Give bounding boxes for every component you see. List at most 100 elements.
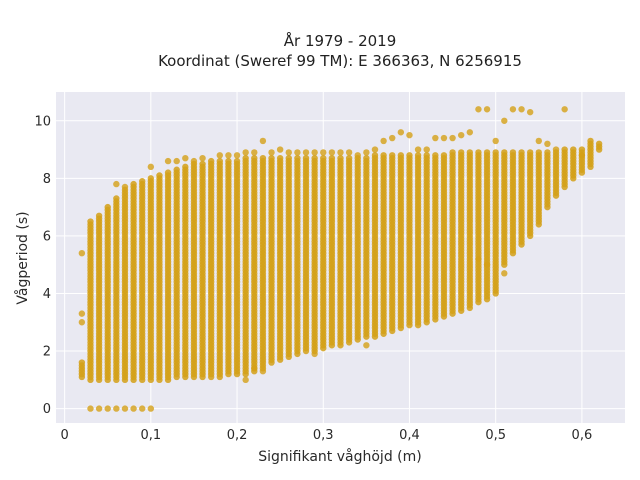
- y-tick-label: 2: [43, 345, 51, 360]
- data-point: [328, 155, 336, 162]
- data-point: [95, 405, 103, 412]
- y-tick-label: 6: [43, 229, 51, 244]
- data-point: [78, 310, 86, 317]
- data-point: [216, 157, 224, 165]
- data-points: [78, 106, 603, 412]
- data-point: [457, 149, 465, 156]
- data-point: [423, 152, 430, 159]
- data-point: [414, 152, 422, 159]
- data-point: [570, 146, 577, 153]
- data-point: [397, 129, 405, 136]
- data-point: [233, 157, 241, 165]
- x-tick-labels: 0 0,1 0,2 0,3 0,4 0,5 0,6: [60, 428, 592, 443]
- data-point: [285, 155, 292, 162]
- data-point: [182, 155, 189, 162]
- data-point: [104, 405, 111, 412]
- data-point: [483, 261, 491, 268]
- data-point: [526, 149, 534, 156]
- data-point: [397, 152, 405, 159]
- data-point: [190, 157, 198, 165]
- data-point: [311, 155, 318, 162]
- data-point: [147, 163, 155, 171]
- data-point: [311, 350, 318, 358]
- data-point: [139, 405, 146, 412]
- data-point: [380, 137, 387, 145]
- data-point: [466, 129, 474, 136]
- data-point: [526, 108, 534, 116]
- data-point: [501, 270, 508, 277]
- data-point: [337, 155, 344, 162]
- data-point: [276, 155, 284, 162]
- data-point: [509, 106, 517, 113]
- data-point: [475, 255, 482, 263]
- data-point: [87, 405, 94, 412]
- data-point: [389, 152, 396, 159]
- y-axis-label: Vågperiod (s): [14, 211, 31, 304]
- data-point: [164, 169, 172, 176]
- data-point: [328, 149, 336, 156]
- data-point: [164, 157, 172, 165]
- data-point: [233, 152, 241, 159]
- data-point: [276, 146, 284, 153]
- data-point: [587, 137, 594, 145]
- data-point: [501, 117, 508, 124]
- x-tick-label: 0,4: [399, 428, 420, 443]
- data-point: [518, 149, 525, 156]
- data-point: [483, 106, 491, 113]
- data-point: [251, 149, 258, 156]
- data-point: [139, 178, 146, 185]
- data-point: [113, 180, 120, 188]
- data-point: [432, 134, 439, 142]
- data-point: [371, 146, 379, 153]
- chart-title-line2: Koordinat (Sweref 99 TM): E 366363, N 62…: [158, 52, 522, 70]
- data-point: [518, 106, 525, 113]
- data-point: [242, 149, 249, 156]
- data-point: [466, 149, 474, 156]
- data-point: [113, 195, 120, 202]
- data-point: [156, 172, 163, 179]
- data-point: [544, 140, 551, 148]
- data-point: [87, 218, 94, 225]
- data-point: [475, 149, 482, 156]
- data-point: [509, 149, 517, 156]
- data-point: [242, 376, 249, 384]
- x-axis-label: Signifikant våghöjd (m): [258, 448, 421, 465]
- data-point: [492, 149, 499, 156]
- data-point: [432, 152, 439, 159]
- data-point: [104, 203, 111, 211]
- data-point: [578, 146, 586, 153]
- data-point: [311, 149, 318, 156]
- data-point: [121, 183, 129, 191]
- data-point: [595, 140, 603, 148]
- data-point: [78, 249, 86, 257]
- y-tick-label: 0: [43, 402, 51, 417]
- data-point: [345, 155, 353, 162]
- data-point: [259, 155, 267, 162]
- data-point: [121, 405, 129, 412]
- data-point: [259, 137, 267, 145]
- data-point: [354, 152, 361, 159]
- data-point: [302, 155, 310, 162]
- data-point: [501, 149, 508, 156]
- data-point: [320, 155, 327, 162]
- data-point: [130, 180, 137, 188]
- data-point: [130, 405, 137, 412]
- data-point: [492, 137, 499, 145]
- data-point: [440, 134, 448, 142]
- data-point: [561, 106, 568, 113]
- data-point: [449, 149, 456, 156]
- data-point: [78, 359, 86, 366]
- data-point: [363, 149, 370, 156]
- x-tick-label: 0,6: [572, 428, 593, 443]
- data-point: [414, 146, 422, 153]
- data-point: [337, 149, 344, 156]
- data-point: [147, 175, 155, 182]
- data-point: [173, 166, 180, 173]
- data-point: [363, 155, 370, 162]
- data-point: [578, 152, 586, 159]
- data-point: [182, 163, 189, 171]
- data-point: [371, 152, 379, 159]
- data-point: [147, 405, 155, 412]
- data-point: [95, 212, 103, 219]
